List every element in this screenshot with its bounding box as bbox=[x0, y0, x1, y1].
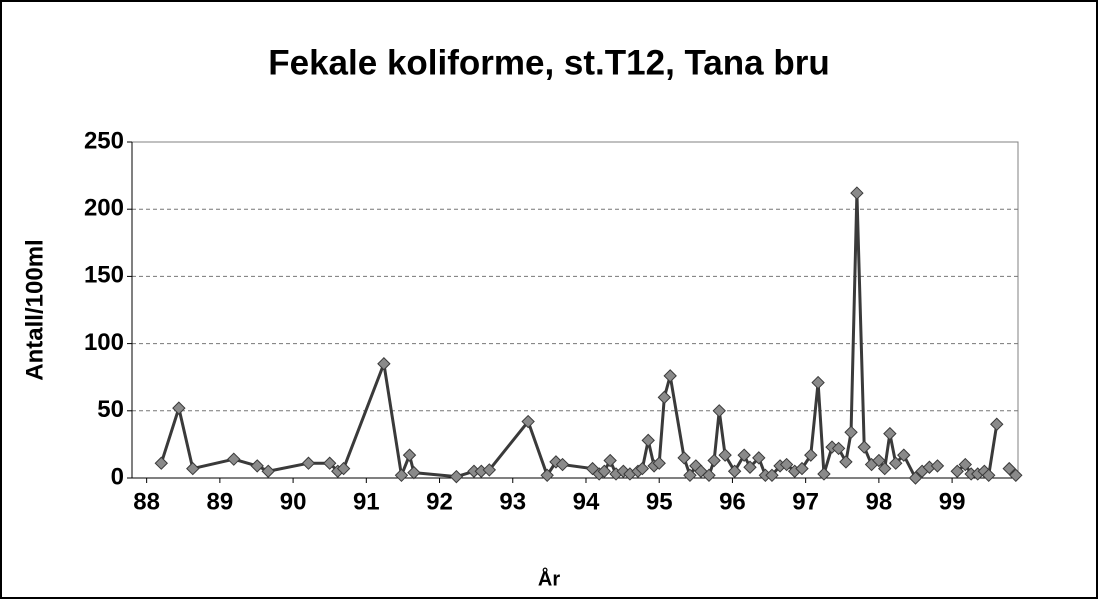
data-point bbox=[718, 448, 732, 462]
x-tick-label: 96 bbox=[719, 488, 746, 515]
x-tick-label: 91 bbox=[353, 488, 380, 515]
plot-area bbox=[131, 141, 1019, 479]
data-point bbox=[839, 455, 853, 469]
data-point bbox=[663, 369, 677, 383]
y-tick-label: 100 bbox=[84, 329, 124, 356]
data-point bbox=[394, 468, 409, 483]
data-point bbox=[982, 468, 996, 483]
data-point bbox=[555, 457, 570, 472]
data-point bbox=[402, 448, 417, 462]
data-point bbox=[250, 459, 264, 473]
data-point bbox=[811, 375, 825, 390]
data-point bbox=[779, 457, 794, 472]
data-point bbox=[872, 453, 886, 468]
data-point bbox=[641, 433, 655, 448]
data-point bbox=[765, 468, 779, 483]
data-point bbox=[521, 414, 535, 429]
data-point bbox=[930, 459, 945, 473]
data-point bbox=[857, 440, 871, 454]
data-point bbox=[1009, 468, 1023, 483]
x-tick-label: 89 bbox=[207, 488, 234, 515]
data-point bbox=[889, 456, 903, 470]
data-point bbox=[172, 401, 186, 415]
data-point bbox=[652, 456, 666, 470]
data-point bbox=[603, 453, 617, 468]
data-point bbox=[990, 417, 1004, 431]
data-point bbox=[817, 467, 831, 481]
x-tick-label: 93 bbox=[499, 488, 526, 515]
data-point bbox=[795, 461, 809, 476]
data-point bbox=[844, 425, 858, 440]
x-tick-label: 90 bbox=[280, 488, 307, 515]
chart-title: Fekale koliforme, st.T12, Tana bru bbox=[268, 43, 829, 82]
data-point bbox=[1002, 461, 1016, 476]
x-tick-label: 99 bbox=[939, 488, 966, 515]
data-point bbox=[908, 471, 923, 485]
y-tick-label: 200 bbox=[84, 195, 124, 222]
x-tick-label: 92 bbox=[426, 488, 453, 515]
data-point bbox=[657, 390, 672, 405]
data-point bbox=[752, 451, 766, 465]
data-point bbox=[301, 456, 316, 470]
data-point bbox=[449, 469, 464, 484]
data-point bbox=[804, 448, 818, 462]
data-point bbox=[154, 456, 168, 470]
data-point bbox=[635, 461, 650, 476]
data-point bbox=[261, 464, 275, 478]
x-tick-label: 98 bbox=[866, 488, 893, 515]
data-point bbox=[677, 451, 691, 465]
y-tick-label: 0 bbox=[111, 463, 124, 490]
data-point bbox=[336, 461, 351, 476]
data-point bbox=[377, 357, 391, 371]
data-point bbox=[878, 461, 892, 476]
data-point bbox=[227, 452, 241, 466]
x-axis-title: År bbox=[538, 566, 560, 590]
data-point bbox=[727, 464, 742, 478]
data-point bbox=[850, 186, 864, 200]
data-point bbox=[831, 441, 846, 456]
y-axis-title: Antall/100ml bbox=[21, 239, 48, 380]
data-point bbox=[585, 461, 600, 476]
data-point bbox=[322, 456, 337, 470]
x-tick-label: 88 bbox=[133, 488, 160, 515]
x-tick-label: 95 bbox=[646, 488, 673, 515]
data-point bbox=[540, 468, 554, 483]
y-tick-label: 250 bbox=[84, 127, 124, 154]
data-point bbox=[186, 461, 200, 476]
data-point bbox=[743, 460, 757, 474]
data-point bbox=[897, 448, 911, 462]
y-tick-label: 50 bbox=[97, 396, 124, 423]
data-point bbox=[702, 468, 716, 483]
y-tick-label: 150 bbox=[84, 262, 124, 289]
data-point bbox=[883, 426, 897, 441]
data-point bbox=[482, 463, 497, 477]
x-tick-label: 97 bbox=[792, 488, 819, 515]
data-point bbox=[712, 404, 726, 418]
data-point bbox=[950, 464, 964, 478]
data-point bbox=[707, 453, 721, 468]
data-point bbox=[737, 448, 751, 462]
data-point bbox=[958, 457, 972, 472]
x-tick-label: 94 bbox=[573, 488, 600, 515]
data-point bbox=[407, 465, 421, 480]
data-point bbox=[694, 464, 708, 478]
data-point bbox=[597, 464, 611, 478]
data-point bbox=[683, 468, 697, 483]
